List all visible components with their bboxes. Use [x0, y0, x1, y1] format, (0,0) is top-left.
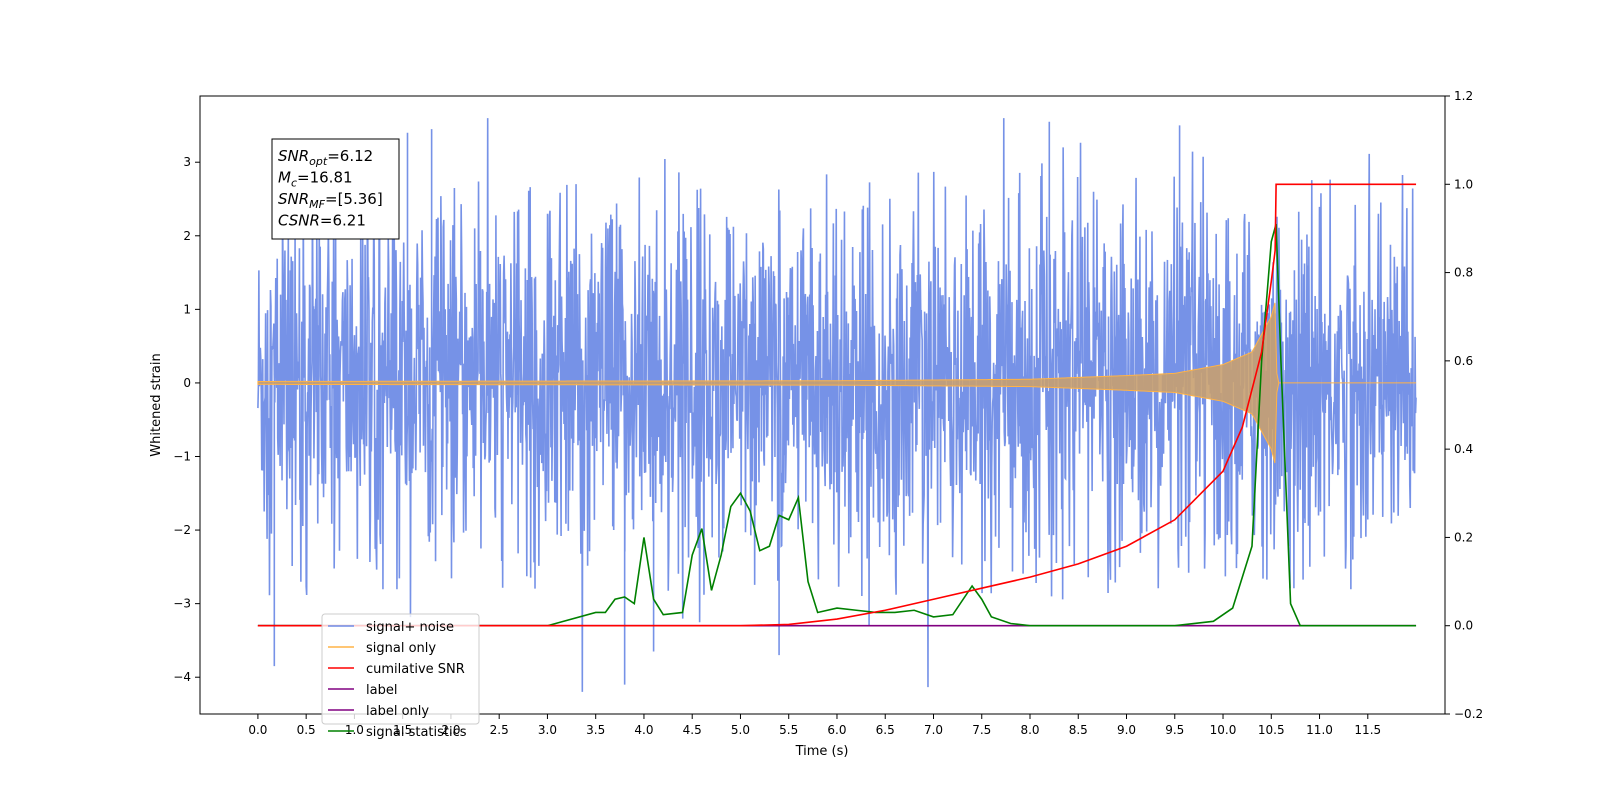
x-tick-label: 5.0: [731, 723, 750, 737]
series-cumulative-snr-line: [257, 183, 1417, 627]
legend-entry-label: signal only: [366, 641, 436, 656]
x-tick-label: 7.0: [924, 723, 943, 737]
legend-entry-label: label: [366, 683, 397, 698]
x-tick-label: 3.0: [538, 723, 557, 737]
x-tick-label: 11.0: [1306, 723, 1333, 737]
x-tick-label: 4.0: [634, 723, 653, 737]
x-tick-label: 4.5: [683, 723, 702, 737]
y2-tick-label: 0.6: [1454, 354, 1473, 368]
x-axis: 0.0 0.5 1.0 1.5 2.0 2.5 3.0 3.5 4.0 4.5 5.0 5.5 6.0 6…: [248, 714, 1381, 737]
x-tick-label: 10.5: [1258, 723, 1285, 737]
y2-tick-label: 0.4: [1454, 442, 1473, 456]
legend-entry-label: label only: [366, 704, 429, 719]
y-tick-label: −1: [173, 450, 191, 464]
y-tick-label: 3: [183, 155, 191, 169]
y-axis-left: −4 −3 −2 −1 0 1 2 3: [173, 155, 200, 684]
x-axis-label: Time (s): [795, 744, 849, 759]
y2-tick-label: 0.0: [1454, 619, 1473, 633]
plot-frame: [199, 95, 1446, 715]
y2-tick-label: −0.2: [1454, 707, 1483, 721]
y-axis-right: −0.2 0.0 0.2 0.4 0.6 0.8 1.0 1.2: [1445, 89, 1483, 721]
x-tick-label: 10.0: [1210, 723, 1237, 737]
series-layer: [257, 118, 1417, 692]
x-tick-label: 2.0: [441, 723, 460, 737]
x-tick-label: 0.0: [248, 723, 267, 737]
legend-frame: [321, 613, 480, 725]
series-signal-statistics-line: [257, 223, 1417, 627]
annotation-line: Mc=16.81: [278, 169, 353, 190]
series-signal-noise-line: [257, 118, 1417, 692]
y-tick-label: 2: [183, 229, 191, 243]
x-tick-label: 2.5: [490, 723, 509, 737]
y2-tick-label: 1.0: [1454, 177, 1473, 191]
legend: signal+ noise signal only cumilative SNR la…: [321, 613, 480, 740]
y2-tick-label: 0.2: [1454, 530, 1473, 544]
y-tick-label: −3: [173, 597, 191, 611]
y-tick-label: 1: [183, 302, 191, 316]
legend-entry-label: cumilative SNR: [366, 662, 465, 677]
annotation-frame: [271, 138, 400, 240]
y-axis-label: Whitened strain: [149, 353, 164, 456]
x-tick-label: 8.5: [1069, 723, 1088, 737]
y-tick-label: 0: [183, 376, 191, 390]
x-tick-label: 6.0: [827, 723, 846, 737]
legend-entry-label: signal statistics: [366, 725, 467, 740]
annotation-line: SNRMF=[5.36]: [278, 190, 383, 211]
legend-entry-label: signal+ noise: [366, 620, 454, 635]
x-tick-label: 9.0: [1117, 723, 1136, 737]
series-signal-only-line: [257, 302, 1417, 464]
x-tick-label: 11.5: [1354, 723, 1381, 737]
x-tick-label: 6.5: [876, 723, 895, 737]
y2-tick-label: 0.8: [1454, 266, 1473, 280]
y-tick-label: −2: [173, 523, 191, 537]
x-tick-label: 3.5: [586, 723, 605, 737]
y-tick-label: −4: [173, 670, 191, 684]
annotation-line: SNRopt=6.12: [278, 147, 373, 168]
x-tick-label: 8.0: [1020, 723, 1039, 737]
x-tick-label: 7.5: [972, 723, 991, 737]
x-tick-label: 1.5: [393, 723, 412, 737]
annotation-line: CSNR=6.21: [278, 212, 366, 230]
x-tick-label: 1.0: [345, 723, 364, 737]
x-tick-label: 5.5: [779, 723, 798, 737]
y2-tick-label: 1.2: [1454, 89, 1473, 103]
x-tick-label: 9.5: [1165, 723, 1184, 737]
x-tick-label: 0.5: [297, 723, 316, 737]
